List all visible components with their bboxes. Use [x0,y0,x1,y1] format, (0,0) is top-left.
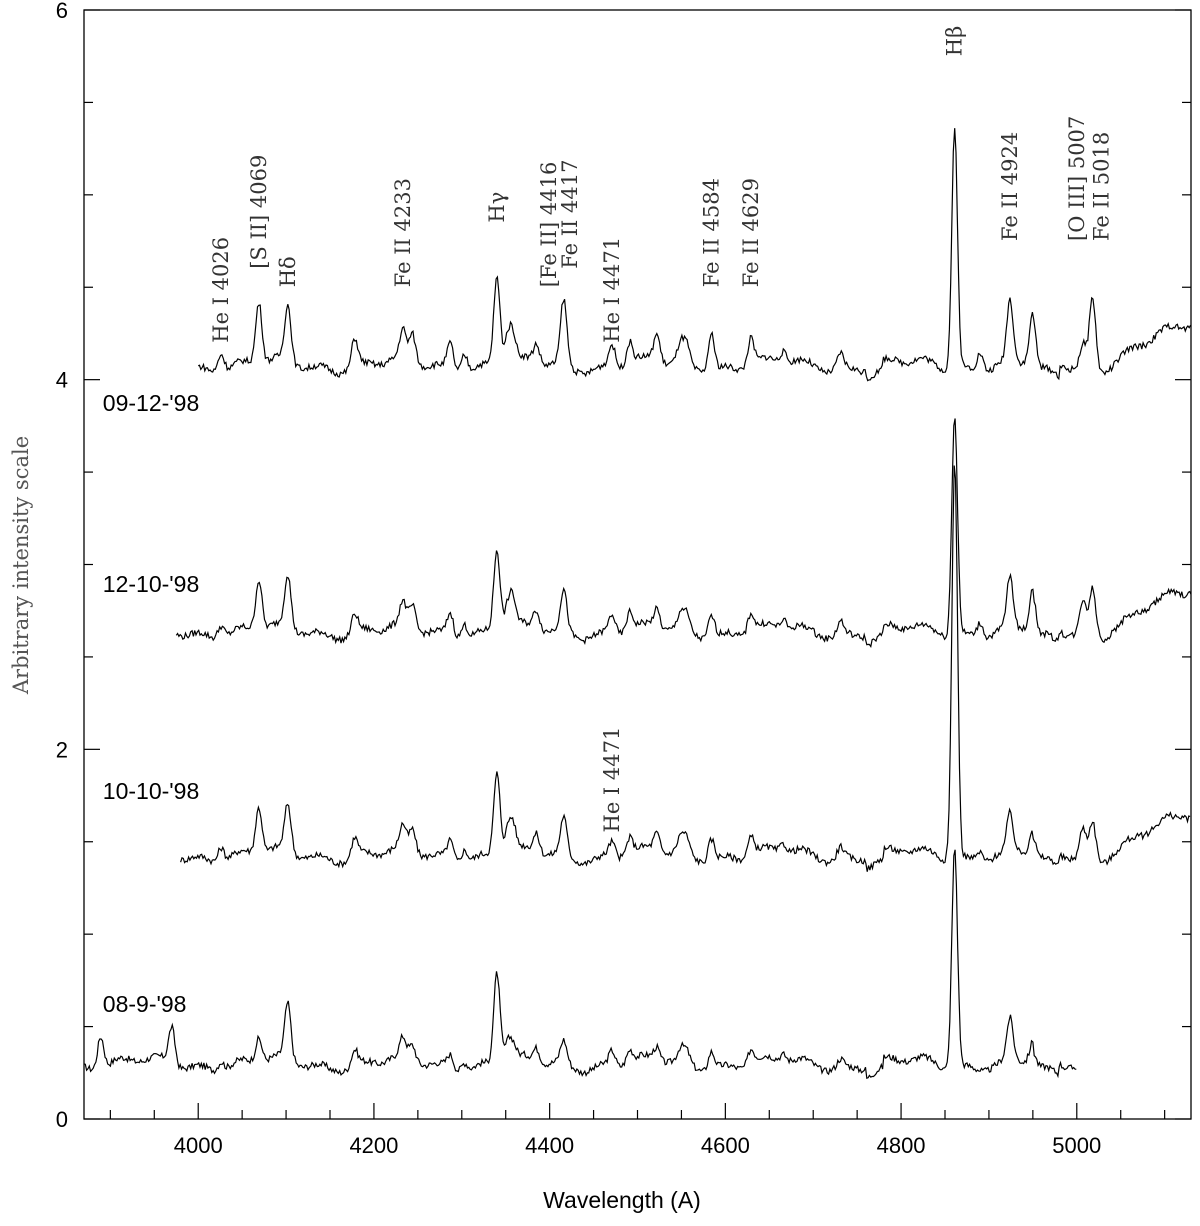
y-tick-label: 4 [56,368,68,393]
plot-frame [83,9,1192,1120]
series-date-label: 10-10-'98 [103,778,199,804]
y-tick-label: 0 [56,1107,68,1132]
emission-line-label: He I 4026 [209,237,233,343]
emission-line-label: [Fe II] 4416 [537,162,561,288]
emission-line-label: He I 4471 [600,237,624,343]
emission-line-label: Fe II 4629 [739,178,763,287]
emission-line-label: [S II] 4069 [247,155,271,269]
emission-line-label: Fe II 4233 [391,178,415,287]
x-tick-label: 4600 [701,1133,750,1158]
x-tick-label: 4200 [349,1133,398,1158]
spectrum-line [175,418,1192,649]
emission-line-label: He I 4471 [600,727,624,833]
emission-line-label: [O III] 5007 [1065,116,1089,241]
spectrum-line [83,849,1077,1079]
y-tick-label: 2 [56,737,68,762]
emission-line-label: Fe II 4924 [998,132,1022,241]
x-tick-label: 5000 [1052,1133,1101,1158]
emission-line-label: Hδ [276,256,300,287]
x-tick-label: 4000 [174,1133,223,1158]
spectra: 08-9-'98 10-10-'98 12-10-'98 09-12-'98 [83,128,1192,1079]
x-tick-label: 4400 [525,1133,574,1158]
series-date-label: 08-9-'98 [103,991,187,1017]
x-axis-title: Wavelength (A) [543,1187,701,1213]
axis-ticks: 4000 4200 4400 4600 4800 5000 0 2 4 6 [56,0,1191,1158]
series-date-label: 12-10-'98 [103,571,199,597]
emission-line-label: Hγ [485,192,509,223]
spectrum-line [180,465,1191,872]
spectrum-line [198,128,1192,382]
emission-line-label: Fe II 5018 [1089,132,1113,241]
series-date-label: 09-12-'98 [103,390,199,416]
y-axis-title: Arbitrary intensity scale [9,436,33,695]
emission-line-label: Fe II 4584 [699,178,723,287]
x-tick-label: 4800 [877,1133,926,1158]
y-tick-label: 6 [56,0,68,23]
emission-line-label: Fe II 4417 [558,160,582,269]
emission-line-label: Hβ [943,26,967,56]
